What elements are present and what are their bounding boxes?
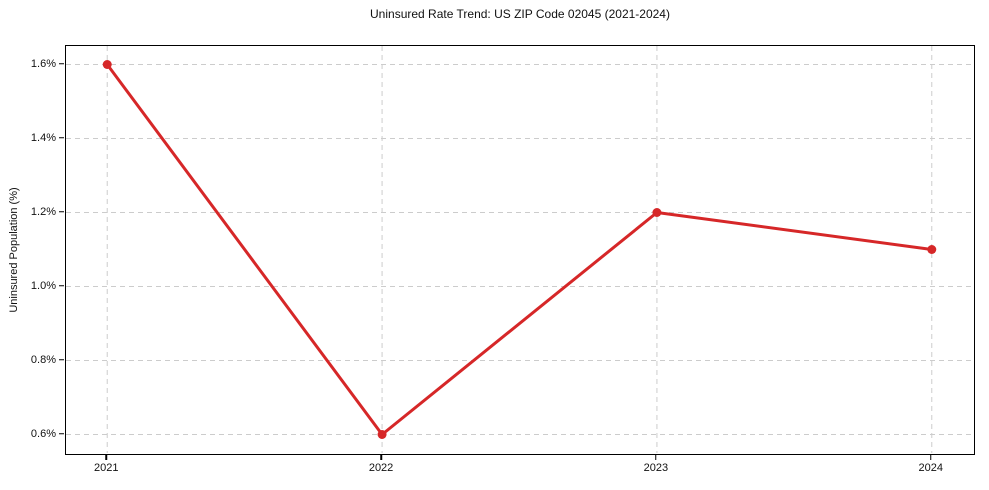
y-tick-mark <box>59 284 64 287</box>
x-tick-mark <box>655 455 657 460</box>
x-tick-label: 2023 <box>643 462 669 474</box>
x-tick-mark <box>380 455 382 460</box>
trend-line <box>105 63 934 436</box>
y-tick-mark <box>59 62 64 65</box>
y-tick-label: 0.6% <box>30 427 56 440</box>
y-tick-label: 0.8% <box>30 353 56 366</box>
y-tick-mark <box>59 210 64 213</box>
data-point-marker <box>927 245 937 254</box>
chart-title: Uninsured Rate Trend: US ZIP Code 02045 … <box>370 7 670 21</box>
data-point-marker <box>377 430 387 439</box>
x-tick-label: 2021 <box>93 462 119 474</box>
y-tick-label: 1.2% <box>30 205 56 218</box>
data-point-marker <box>102 60 112 69</box>
x-tick-mark <box>105 455 107 460</box>
x-tick-mark <box>930 455 932 460</box>
y-tick-mark <box>59 358 64 361</box>
y-tick-label: 1.4% <box>30 131 56 144</box>
y-tick-mark <box>59 432 64 435</box>
y-tick-label: 1.0% <box>30 279 56 292</box>
y-tick-mark <box>59 136 64 139</box>
y-tick-label: 1.6% <box>30 57 56 70</box>
data-point-marker <box>652 208 662 217</box>
plot-area <box>65 45 975 455</box>
x-tick-label: 2024 <box>918 462 944 474</box>
x-tick-label: 2022 <box>368 462 394 474</box>
plot-svg <box>66 46 973 453</box>
